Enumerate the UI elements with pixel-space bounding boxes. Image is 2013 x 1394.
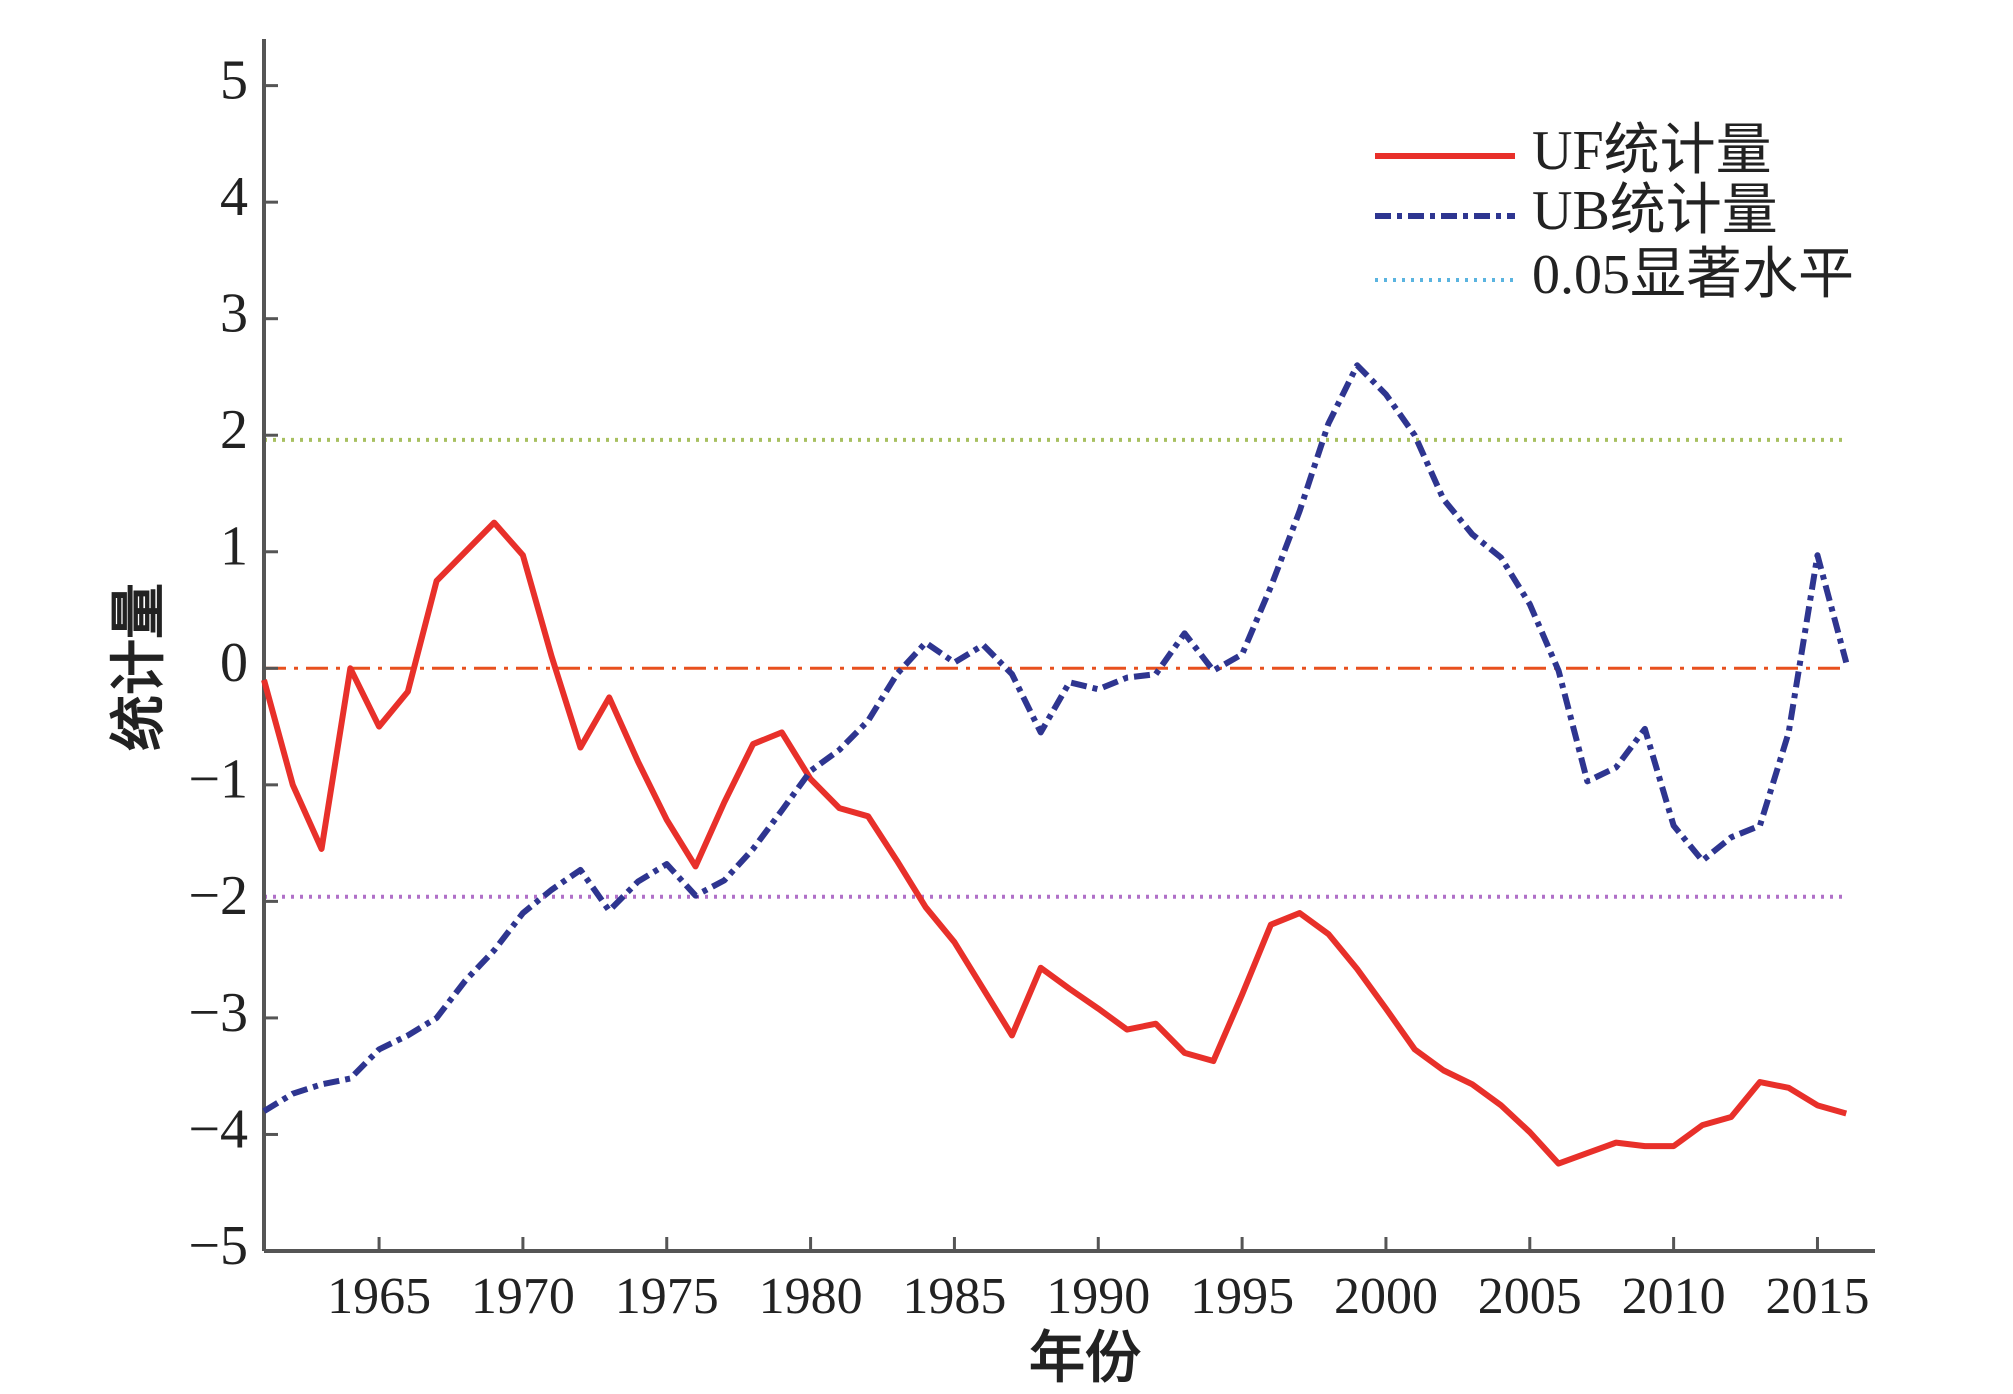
- series-line: [262, 362, 1850, 1114]
- x-tick-label: 2005: [1478, 1268, 1582, 1325]
- x-axis-label: 年份: [1029, 1326, 1141, 1391]
- x-tick-label: 1975: [615, 1268, 719, 1325]
- legend-label: UB统计量: [1532, 180, 1778, 242]
- x-tick-label: 1990: [1046, 1268, 1150, 1325]
- x-tick-label: 2000: [1334, 1268, 1438, 1325]
- y-axis-label: 统计量: [107, 583, 172, 751]
- y-tick-label: 4: [220, 166, 248, 228]
- x-tick-label: 2015: [1765, 1268, 1869, 1325]
- y-tick-label: −4: [188, 1098, 248, 1160]
- x-tick-label: 1985: [902, 1268, 1006, 1325]
- y-tick-label: −3: [188, 982, 248, 1044]
- x-tick-label: 2010: [1622, 1268, 1726, 1325]
- legend-label: 0.05显著水平: [1532, 244, 1854, 306]
- y-tick-label: −1: [188, 749, 248, 811]
- legend-label: UF统计量: [1532, 120, 1772, 182]
- x-tick-label: 1995: [1190, 1268, 1294, 1325]
- y-tick-label: 0: [220, 632, 248, 694]
- x-tick-label: 1970: [471, 1268, 575, 1325]
- y-tick-label: 1: [220, 516, 248, 578]
- y-tick-label: 5: [220, 49, 248, 111]
- series-line: [261, 519, 1848, 1167]
- x-tick-label: 1965: [327, 1268, 431, 1325]
- x-tick-label: 1980: [759, 1268, 863, 1325]
- y-tick-label: 2: [220, 399, 248, 461]
- y-tick-label: −5: [188, 1215, 248, 1277]
- y-tick-label: −2: [188, 865, 248, 927]
- y-tick-label: 3: [220, 283, 248, 345]
